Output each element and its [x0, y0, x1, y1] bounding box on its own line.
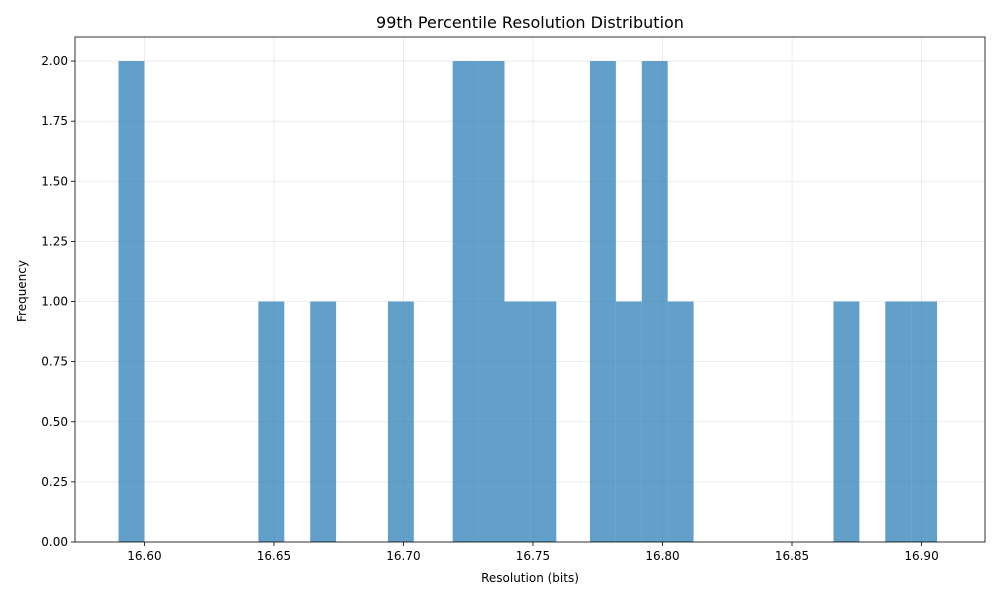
- y-tick-label: 1.50: [41, 174, 68, 188]
- x-tick-label: 16.90: [904, 549, 938, 563]
- y-tick-label: 0.25: [41, 475, 68, 489]
- histogram-bar: [387, 301, 414, 542]
- histogram-bar: [452, 61, 479, 543]
- histogram-bar: [478, 61, 505, 543]
- histogram-bar: [885, 301, 912, 542]
- histogram-bar: [530, 301, 557, 542]
- histogram-bar: [667, 301, 694, 542]
- y-tick-label: 0.50: [41, 415, 68, 429]
- histogram-bar: [615, 301, 642, 542]
- histogram-bar: [911, 301, 938, 542]
- histogram-bar: [589, 61, 616, 543]
- x-tick-label: 16.60: [127, 549, 161, 563]
- y-tick-label: 2.00: [41, 54, 68, 68]
- histogram-bar: [258, 301, 285, 542]
- histogram-bar: [641, 61, 668, 543]
- histogram-bar: [118, 61, 145, 543]
- histogram-bar: [504, 301, 531, 542]
- histogram-bar: [833, 301, 860, 542]
- chart-title: 99th Percentile Resolution Distribution: [376, 13, 684, 32]
- axes: 16.60 16.65 16.70 16.75 16.80 16.85 16.90 0.00 0…: [41, 36, 986, 563]
- x-tick-label: 16.75: [516, 549, 550, 563]
- plot-frame: [74, 36, 986, 543]
- y-tick-label: 0.75: [41, 355, 68, 369]
- x-tick-label: 16.85: [775, 549, 809, 563]
- x-tick-label: 16.80: [645, 549, 679, 563]
- y-tick-label: 1.75: [41, 114, 68, 128]
- bars: [118, 61, 938, 543]
- y-tick-label: 1.25: [41, 234, 68, 248]
- y-tick-label: 0.00: [41, 535, 68, 549]
- histogram-bar: [310, 301, 337, 542]
- y-tick-label: 1.00: [41, 295, 68, 309]
- x-tick-label: 16.65: [257, 549, 291, 563]
- x-axis-label: Resolution (bits): [481, 571, 579, 585]
- x-tick-label: 16.70: [386, 549, 420, 563]
- y-axis-label: Frequency: [15, 260, 29, 322]
- grid: [75, 37, 985, 543]
